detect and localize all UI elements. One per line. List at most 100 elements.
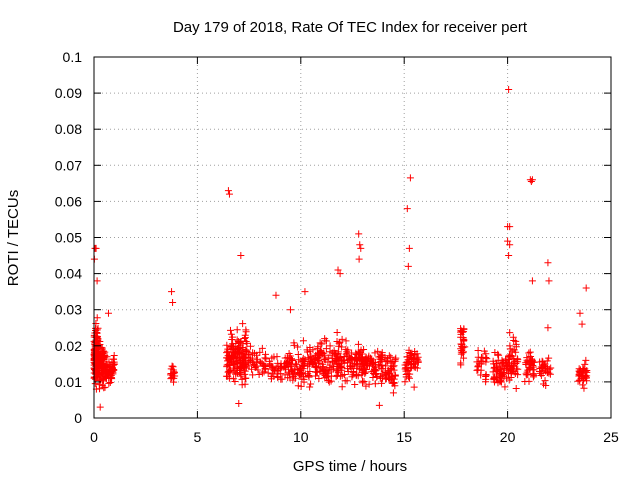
data-point bbox=[224, 187, 232, 195]
data-point bbox=[575, 365, 583, 373]
data-point bbox=[528, 176, 536, 184]
data-point bbox=[473, 366, 481, 374]
data-point bbox=[105, 379, 113, 387]
data-point bbox=[506, 223, 514, 231]
data-point bbox=[459, 348, 467, 356]
data-point bbox=[262, 365, 270, 373]
x-tick-label: 15 bbox=[396, 429, 412, 445]
data-point bbox=[494, 350, 502, 358]
data-point bbox=[315, 353, 323, 361]
y-tick-label: 0.01 bbox=[55, 374, 82, 390]
data-point bbox=[479, 357, 487, 365]
data-point bbox=[254, 366, 262, 374]
data-point bbox=[351, 380, 359, 388]
data-point bbox=[579, 372, 587, 380]
data-point bbox=[390, 366, 398, 374]
data-point bbox=[498, 371, 506, 379]
x-tick-label: 5 bbox=[194, 429, 202, 445]
data-point bbox=[504, 370, 512, 378]
data-point bbox=[313, 350, 321, 358]
data-point bbox=[355, 230, 363, 238]
data-point bbox=[268, 362, 276, 370]
data-point bbox=[332, 350, 340, 358]
data-point bbox=[389, 358, 397, 366]
data-point bbox=[325, 378, 333, 386]
data-point bbox=[507, 369, 515, 377]
data-point bbox=[236, 356, 244, 364]
data-point bbox=[246, 350, 254, 358]
data-point bbox=[482, 378, 490, 386]
data-point bbox=[402, 370, 410, 378]
data-point bbox=[235, 400, 243, 408]
data-point bbox=[277, 360, 285, 368]
data-point bbox=[582, 356, 590, 364]
data-point bbox=[527, 178, 535, 186]
data-point bbox=[411, 350, 419, 358]
data-point bbox=[246, 356, 254, 364]
data-point bbox=[168, 362, 176, 370]
data-point bbox=[362, 366, 370, 374]
data-point bbox=[354, 340, 362, 348]
data-point bbox=[286, 358, 294, 366]
data-point bbox=[241, 374, 249, 382]
data-point bbox=[96, 341, 104, 349]
data-point bbox=[320, 355, 328, 363]
data-point bbox=[545, 365, 553, 373]
data-point bbox=[358, 371, 366, 379]
data-point bbox=[407, 353, 415, 361]
data-point bbox=[91, 380, 99, 388]
data-point bbox=[389, 378, 397, 386]
data-point bbox=[298, 375, 306, 383]
data-point bbox=[318, 340, 326, 348]
data-point bbox=[407, 360, 415, 368]
data-point bbox=[97, 362, 105, 370]
data-point bbox=[539, 358, 547, 366]
data-point bbox=[403, 353, 411, 361]
grid-lines bbox=[94, 57, 611, 418]
data-point bbox=[506, 342, 514, 350]
data-point bbox=[294, 382, 302, 390]
data-point bbox=[352, 354, 360, 362]
data-point bbox=[286, 306, 294, 314]
data-point bbox=[231, 377, 239, 385]
data-point bbox=[256, 358, 264, 366]
data-point bbox=[546, 370, 554, 378]
data-point bbox=[323, 373, 331, 381]
data-point bbox=[474, 353, 482, 361]
data-point bbox=[105, 373, 113, 381]
data-point bbox=[505, 85, 513, 93]
data-point bbox=[261, 362, 269, 370]
data-point bbox=[255, 370, 263, 378]
data-point bbox=[251, 349, 259, 357]
y-tick-label: 0.03 bbox=[55, 302, 82, 318]
data-point bbox=[387, 359, 395, 367]
data-point bbox=[541, 377, 549, 385]
data-point bbox=[305, 373, 313, 381]
data-point bbox=[512, 340, 520, 348]
data-point bbox=[236, 369, 244, 377]
x-tick-label: 0 bbox=[90, 429, 98, 445]
data-point bbox=[359, 377, 367, 385]
data-point bbox=[109, 368, 117, 376]
data-point bbox=[95, 370, 103, 378]
data-point bbox=[167, 375, 175, 383]
data-point bbox=[378, 379, 386, 387]
data-point bbox=[241, 370, 249, 378]
y-tick-label: 0.02 bbox=[55, 338, 82, 354]
data-point bbox=[505, 252, 513, 260]
data-point bbox=[578, 320, 586, 328]
data-point bbox=[545, 277, 553, 285]
data-point bbox=[512, 385, 520, 393]
data-point bbox=[457, 340, 465, 348]
data-point bbox=[368, 362, 376, 370]
data-point bbox=[545, 354, 553, 362]
data-point bbox=[375, 360, 383, 368]
data-point bbox=[505, 376, 513, 384]
y-tick-label: 0.04 bbox=[55, 266, 82, 282]
data-point bbox=[303, 348, 311, 356]
y-tick-label: 0.07 bbox=[55, 157, 82, 173]
data-point bbox=[474, 346, 482, 354]
data-point bbox=[338, 383, 346, 391]
